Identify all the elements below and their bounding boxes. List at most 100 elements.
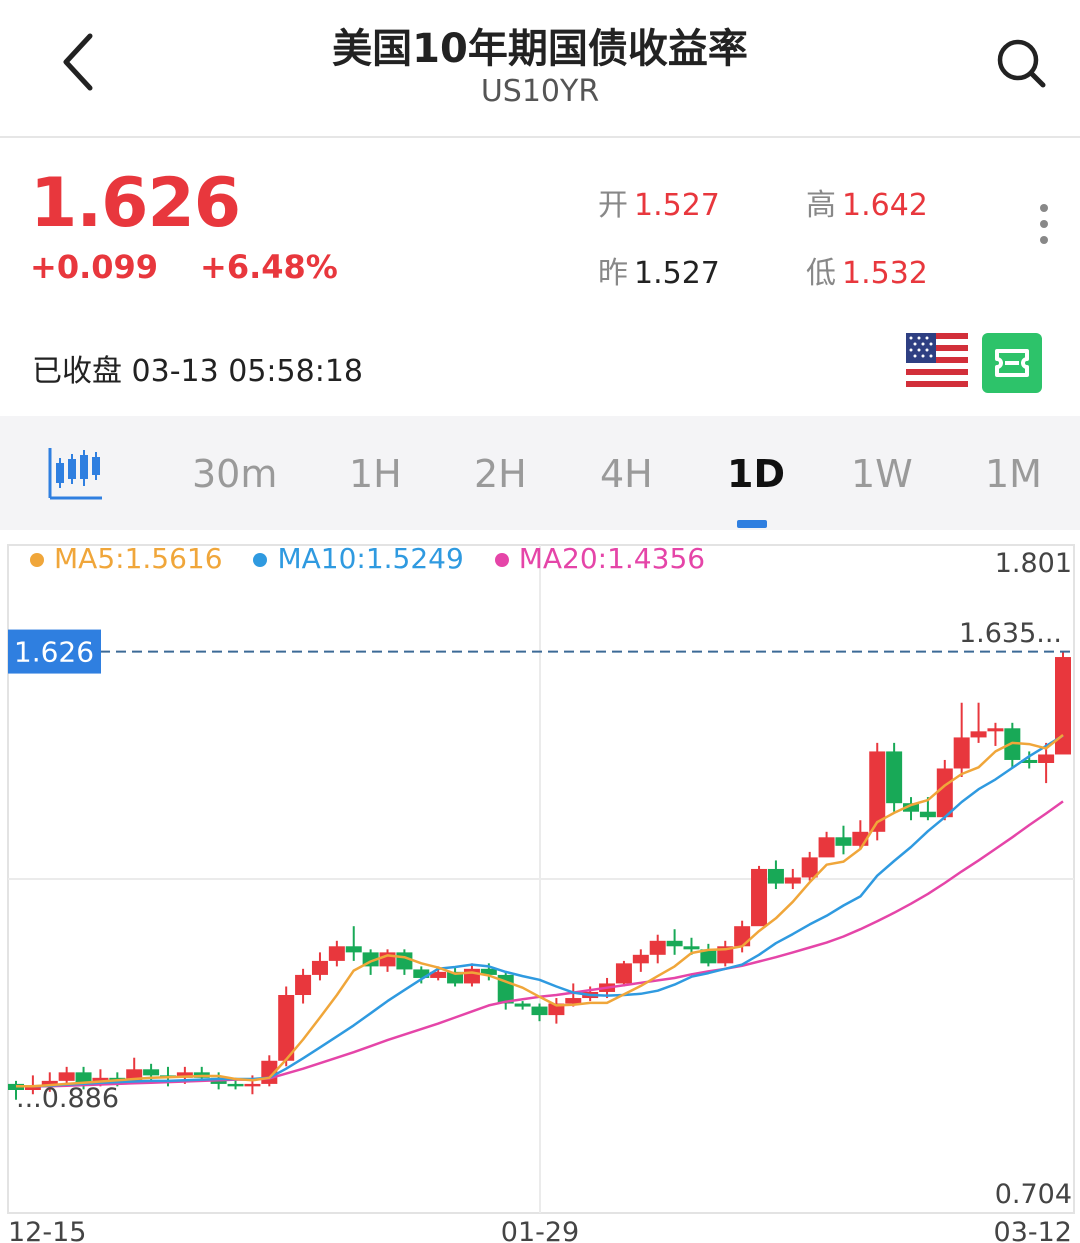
candle-body — [396, 952, 413, 970]
page-title: 美国10年期国债收益率 — [332, 26, 748, 72]
candle-body — [311, 960, 328, 975]
candle-body — [565, 998, 582, 1004]
price-chart[interactable]: 1.626 1.801 0.704 1.635... ...0.886 12-15 01-2… — [0, 530, 1080, 1243]
tab-2h[interactable]: 2H — [474, 452, 527, 496]
candle-body — [1021, 759, 1038, 763]
tab-1w[interactable]: 1W — [851, 452, 913, 496]
current-price-badge — [8, 629, 101, 674]
candle-body — [58, 1072, 75, 1081]
candle-body — [244, 1083, 261, 1087]
candle-body — [903, 803, 920, 812]
candle-body — [886, 751, 903, 804]
high-stat: 高 1.642 — [806, 180, 928, 224]
candle-body — [143, 1069, 160, 1076]
open-stat: 开 1.527 — [598, 180, 720, 224]
legend-ma5-label: MA5: — [54, 542, 125, 575]
min-price-annotation: ...0.886 — [16, 1083, 119, 1114]
max-price-annotation: 1.635... — [959, 618, 1062, 649]
prev-close-stat: 昨 1.527 — [598, 248, 720, 292]
candle-body — [784, 877, 801, 884]
open-label: 开 — [598, 188, 628, 223]
prev-close-value: 1.527 — [634, 256, 720, 291]
y-axis-max-label: 1.801 — [995, 548, 1072, 579]
prev-close-label: 昨 — [598, 256, 628, 291]
candle-body — [734, 926, 751, 947]
candle-body — [447, 971, 464, 984]
candle-body — [126, 1069, 143, 1081]
legend-ma10-dot — [253, 553, 268, 567]
legend-ma10: MA10:1.5249 — [253, 542, 472, 575]
candle-body — [767, 868, 784, 884]
candle-body — [649, 940, 666, 955]
ticket-button[interactable] — [982, 333, 1042, 393]
ma5-line — [16, 734, 1064, 1088]
current-price-badge-label: 1.626 — [14, 636, 94, 669]
candle-body — [41, 1080, 58, 1087]
legend-ma20: MA20:1.4356 — [494, 542, 706, 575]
candle-body — [328, 946, 345, 961]
candle-body — [632, 954, 649, 964]
price-change-percent: +6.48% — [200, 248, 338, 286]
legend-ma20-dot — [494, 553, 509, 567]
candle-body — [278, 995, 295, 1061]
candle-body — [919, 811, 936, 818]
tab-1d[interactable]: 1D — [727, 452, 785, 496]
legend-ma10-value: 1.5249 — [365, 542, 464, 575]
high-label: 高 — [806, 188, 836, 223]
open-value: 1.527 — [634, 188, 720, 223]
candle-body — [227, 1083, 244, 1087]
candle-body — [818, 837, 835, 858]
more-vertical-icon[interactable] — [1034, 202, 1054, 246]
legend-ma5-dot — [30, 553, 44, 567]
legend-ma5-value: 1.5616 — [124, 542, 223, 575]
us-flag-icon — [906, 333, 968, 393]
candle-body — [531, 1006, 548, 1016]
low-value: 1.532 — [842, 256, 928, 291]
low-label: 低 — [806, 256, 836, 291]
ma10-line — [16, 734, 1064, 1088]
chevron-left-icon[interactable] — [54, 30, 104, 94]
tab-30m[interactable]: 30m — [192, 452, 278, 496]
candle-body — [295, 974, 312, 996]
candle-body — [700, 949, 717, 964]
legend-ma20-value: 1.4356 — [607, 542, 706, 575]
candle-body — [835, 837, 852, 846]
app-header: 美国10年期国债收益率 US10YR — [0, 0, 1080, 138]
candle-body — [548, 1003, 565, 1016]
candle-body — [413, 969, 430, 978]
candlestick-chart-icon[interactable] — [46, 444, 104, 502]
candle-body — [1055, 657, 1071, 755]
period-tabs: 30m 1H 2H 4H 1D 1W 1M — [0, 416, 1080, 530]
x-axis-label-mid: 01-29 — [501, 1217, 579, 1243]
x-axis-label-end: 03-12 — [994, 1217, 1072, 1243]
candle-body — [24, 1086, 41, 1090]
ticker-symbol: US10YR — [480, 74, 600, 109]
candle-body — [666, 940, 683, 947]
current-price: 1.626 — [30, 164, 241, 243]
market-status-time: 03-13 05:58:18 — [131, 354, 363, 389]
legend-ma5: MA5:1.5616 — [30, 542, 231, 575]
tab-4h[interactable]: 4H — [600, 452, 653, 496]
search-icon[interactable] — [994, 36, 1048, 90]
market-status-label: 已收盘 — [32, 354, 122, 389]
market-status: 已收盘 03-13 05:58:18 — [32, 346, 363, 390]
price-change: +0.099 — [30, 248, 159, 286]
candlestick-chart[interactable]: 1.626 1.801 0.704 1.635... ...0.886 12-15 01-2… — [0, 530, 1080, 1243]
high-value: 1.642 — [842, 188, 928, 223]
candle-body — [615, 963, 632, 984]
candle-body — [987, 728, 1004, 732]
candle-body — [480, 968, 497, 975]
candle-body — [683, 946, 700, 950]
tab-1m[interactable]: 1M — [985, 452, 1042, 496]
x-axis-label-start: 12-15 — [8, 1217, 86, 1243]
candle-body — [869, 751, 886, 832]
candle-body — [75, 1072, 92, 1084]
candle-body — [936, 768, 953, 818]
candle-body — [176, 1072, 193, 1078]
legend-ma10-label: MA10: — [277, 542, 366, 575]
candle-body — [514, 1003, 531, 1007]
low-stat: 低 1.532 — [806, 248, 928, 292]
candle-body — [345, 946, 362, 953]
candle-body — [1038, 754, 1055, 763]
tab-1h[interactable]: 1H — [349, 452, 402, 496]
